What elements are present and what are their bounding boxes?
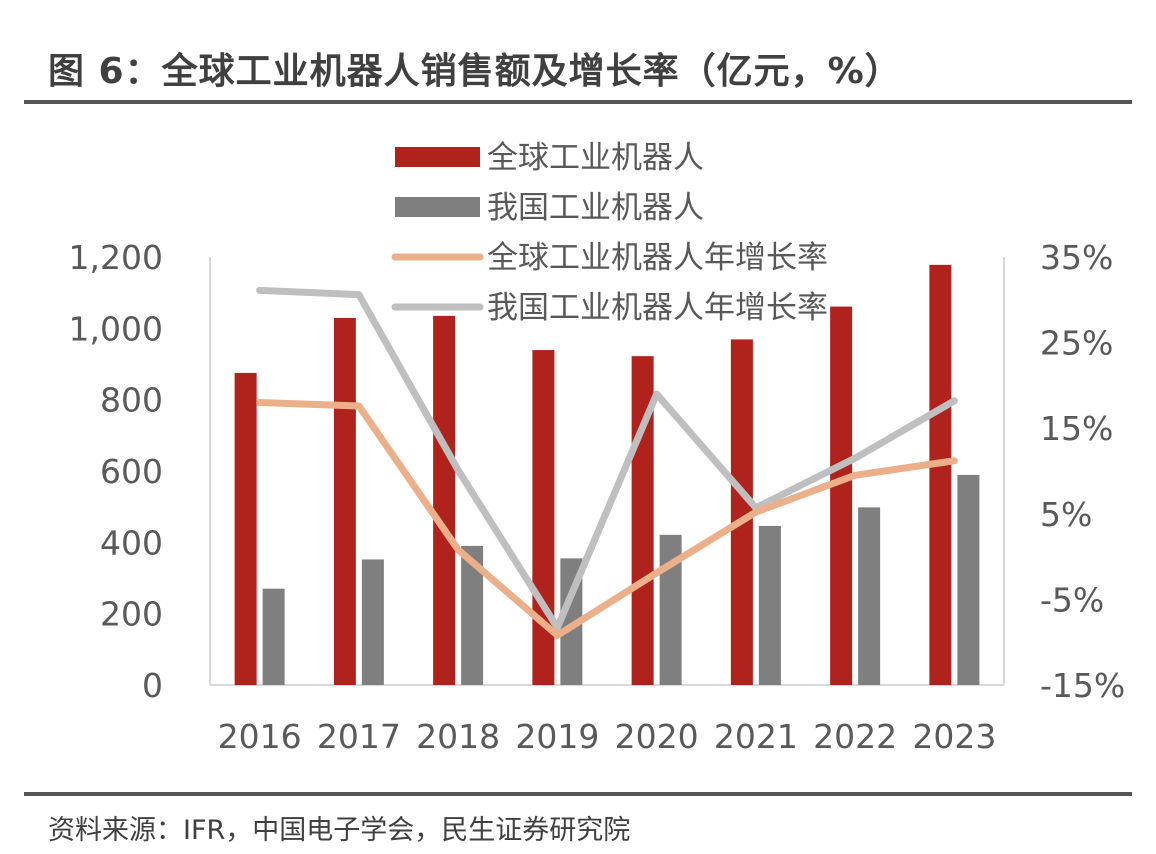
left-tick-label: 1,200 xyxy=(69,238,163,277)
bar-global-2021 xyxy=(730,339,753,685)
lines xyxy=(256,286,958,639)
x-tick-label: 2019 xyxy=(515,717,599,756)
bar-global-2018 xyxy=(433,315,456,685)
left-tick-label: 600 xyxy=(100,452,163,491)
bar-china-2023 xyxy=(957,474,980,685)
x-tick-label: 2017 xyxy=(317,717,401,756)
left-tick-label: 200 xyxy=(100,595,163,634)
right-tick-label: 5% xyxy=(1040,495,1092,534)
combo-chart: 0 200 400 600 800 1,000 1,200 -15% -5% 5% 15% 25% 35… xyxy=(69,140,1126,756)
right-tick-label: 15% xyxy=(1040,409,1113,448)
left-tick-label: 400 xyxy=(100,523,163,562)
x-tick-label: 2016 xyxy=(218,717,302,756)
source-note: 资料来源：IFR，中国电子学会，民生证券研究院 xyxy=(48,815,631,846)
right-tick-label: -15% xyxy=(1040,666,1125,705)
x-tick-label: 2023 xyxy=(912,717,996,756)
bars xyxy=(234,264,980,685)
line-global-growth xyxy=(256,399,958,639)
legend-label-3: 我国工业机器人年增长率 xyxy=(487,290,828,326)
bar-global-2017 xyxy=(333,317,356,685)
legend-label-1: 我国工业机器人 xyxy=(487,190,704,226)
right-tick-label: -5% xyxy=(1040,580,1104,619)
bar-global-2023 xyxy=(929,264,952,685)
x-tick-label: 2020 xyxy=(615,717,699,756)
bar-global-2016 xyxy=(234,372,257,685)
legend-swatch-0 xyxy=(395,147,480,167)
x-tick-label: 2018 xyxy=(416,717,500,756)
bar-china-2020 xyxy=(659,534,682,685)
line-china-growth xyxy=(256,286,958,632)
legend-label-0: 全球工业机器人 xyxy=(487,140,704,176)
axes: 0 200 400 600 800 1,000 1,200 -15% -5% 5% 15% 25% 35… xyxy=(69,238,1126,756)
left-tick-label: 1,000 xyxy=(69,309,163,348)
x-tick-label: 2021 xyxy=(714,717,798,756)
bar-china-2022 xyxy=(858,507,881,685)
bar-global-2019 xyxy=(532,350,555,685)
bar-china-2016 xyxy=(262,588,285,685)
source-divider xyxy=(24,792,1132,796)
right-tick-label: 25% xyxy=(1040,324,1113,363)
right-tick-label: 35% xyxy=(1040,238,1113,277)
x-tick-label: 2022 xyxy=(813,717,897,756)
bar-china-2018 xyxy=(461,545,484,685)
bar-china-2017 xyxy=(361,559,384,685)
legend-swatch-1 xyxy=(395,197,480,217)
bar-china-2021 xyxy=(758,525,781,685)
legend-label-2: 全球工业机器人年增长率 xyxy=(487,240,828,276)
title-divider xyxy=(24,100,1132,104)
bar-global-2022 xyxy=(830,306,853,685)
left-tick-label: 800 xyxy=(100,381,163,420)
figure-title: 图 6：全球工业机器人销售额及增长率（亿元，%） xyxy=(48,51,902,92)
left-tick-label: 0 xyxy=(142,666,163,705)
